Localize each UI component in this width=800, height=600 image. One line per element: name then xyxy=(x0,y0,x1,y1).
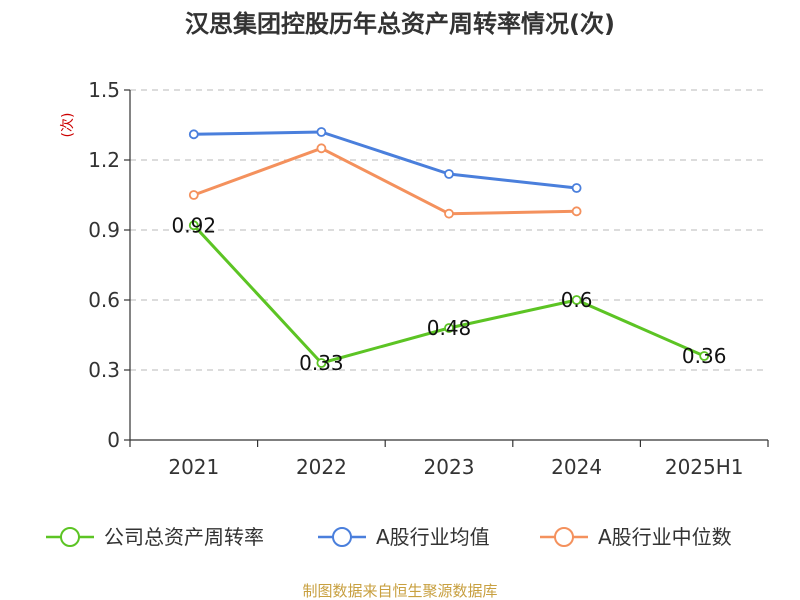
y-tick-label-3: 0.9 xyxy=(88,218,120,242)
legend-marker-1 xyxy=(332,527,352,547)
legend-label-0: 公司总资产周转率 xyxy=(104,525,264,549)
series-line-1 xyxy=(193,130,577,190)
series-0-point-4 xyxy=(699,351,710,361)
x-tick-label-1: 2022 xyxy=(296,455,347,479)
y-tick-label-4: 1.2 xyxy=(88,148,120,172)
y-axis-label: (次) xyxy=(60,113,76,138)
series-0-point-0 xyxy=(188,220,199,231)
grid-lines xyxy=(130,89,768,371)
y-tick-label-2: 0.6 xyxy=(88,288,120,312)
series-2-point-0 xyxy=(188,190,199,200)
series-2-point-3 xyxy=(571,206,582,217)
x-tick-label-0: 2021 xyxy=(168,455,219,479)
y-tick-labels: 0 0.3 0.6 0.9 1.2 1.5 xyxy=(88,78,120,452)
series-group xyxy=(188,127,710,368)
data-label-4: 0.36 xyxy=(682,344,727,368)
series-0-point-3 xyxy=(571,295,582,305)
series-line-2 xyxy=(193,146,577,216)
legend-label-1: A股行业均值 xyxy=(376,525,490,549)
x-tick-label-2: 2023 xyxy=(424,455,475,479)
legend-marker-2 xyxy=(554,527,574,547)
data-label-1: 0.33 xyxy=(299,351,344,375)
data-label-2: 0.48 xyxy=(427,316,472,340)
y-tick-label-5: 1.5 xyxy=(88,78,120,102)
data-labels: 0.92 0.33 0.48 0.6 0.36 xyxy=(172,213,727,375)
x-tick-labels: 2021 2022 2023 2024 2025H1 xyxy=(168,455,743,479)
y-tick-label-1: 0.3 xyxy=(88,358,120,382)
series-2-point-1 xyxy=(316,143,327,154)
x-tick-label-4: 2025H1 xyxy=(665,455,744,479)
data-label-0: 0.92 xyxy=(172,213,217,237)
legend-label-2: A股行业中位数 xyxy=(598,525,732,549)
source-note: 制图数据来自恒生聚源数据库 xyxy=(302,582,497,600)
data-label-3: 0.6 xyxy=(561,288,593,312)
series-1-point-2 xyxy=(444,169,454,179)
series-0-point-2 xyxy=(444,323,454,333)
series-1-point-0 xyxy=(188,129,199,140)
series-0-point-1 xyxy=(316,358,327,368)
y-tick-label-0: 0 xyxy=(107,428,120,452)
chart-title: 汉思集团控股历年总资产周转率情况(次) xyxy=(185,10,615,38)
series-1-point-3 xyxy=(571,183,582,193)
legend-marker-0 xyxy=(60,527,80,547)
axes xyxy=(124,89,769,447)
series-1-point-1 xyxy=(316,127,327,137)
series-2-point-2 xyxy=(444,208,454,219)
x-tick-label-3: 2024 xyxy=(551,455,602,479)
series-line-0 xyxy=(192,224,705,365)
legend: 公司总资产周转率 A股行业均值 A股行业中位数 xyxy=(46,525,732,549)
